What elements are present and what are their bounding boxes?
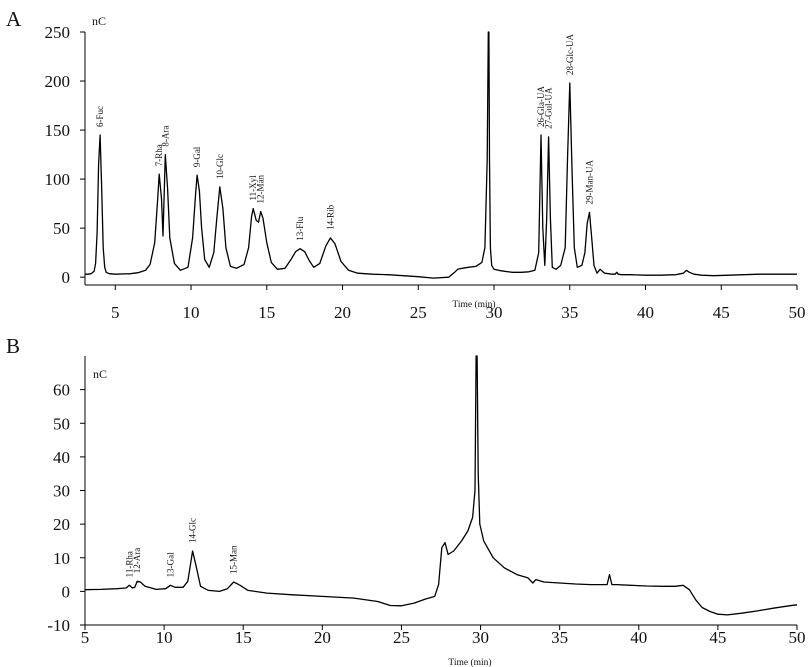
panel-a-x-tick-label: 35 <box>561 303 578 322</box>
panel-b-y-tick-label: 20 <box>53 515 70 534</box>
panel-b-peak-label: 12-Ara <box>132 548 142 574</box>
panel-b-x-tick-label: 30 <box>472 628 489 647</box>
panel-a-chromatogram-trace <box>85 31 797 279</box>
panel-a-x-tick-label: 15 <box>258 303 275 322</box>
panel-b-y-tick-label: 0 <box>62 582 71 601</box>
panel-a-peak-label: 28-Glc-UA <box>565 34 575 75</box>
panel-a-peak-label: 29-Man-UA <box>584 159 594 204</box>
panel-b-label: B <box>6 334 20 358</box>
panel-b: B nC Time (min) -10 0 10 20 30 40 50 60 5 10 15 20 2… <box>6 334 806 667</box>
panel-b-x-tick-label: 35 <box>551 628 568 647</box>
panel-b-y-tick-label: 60 <box>53 381 70 400</box>
panel-b-x-tick-label: 15 <box>235 628 252 647</box>
panel-a-peak-label: 11-Xyl <box>248 175 258 201</box>
panel-b-x-tick-label: 40 <box>630 628 647 647</box>
panel-a-x-tick-label: 10 <box>183 303 200 322</box>
panel-a-y-unit: nC <box>92 14 106 28</box>
panel-b-x-tick-label: 25 <box>393 628 410 647</box>
panel-b-x-tick-label: 5 <box>81 628 90 647</box>
panel-a-peak-label: 7-Rha <box>154 144 164 166</box>
panel-a-x-tick-label: 40 <box>637 303 654 322</box>
panel-a-x-tick-label: 5 <box>111 303 120 322</box>
panel-a-peak-label: 27-Gul-UA <box>544 87 554 129</box>
panel-b-x-tick-label: 20 <box>314 628 331 647</box>
panel-b-y-tick-label: 50 <box>53 414 70 433</box>
panel-b-peak-label: 13-Gal <box>165 552 175 577</box>
panel-a-x-tick-label: 30 <box>486 303 503 322</box>
panel-b-peak-label: 15-Man <box>229 545 239 574</box>
panel-b-x-tick-label: 10 <box>156 628 173 647</box>
panel-a-peak-label: 10-Glc <box>215 154 225 179</box>
panel-a-y-tick-label: 150 <box>45 121 71 140</box>
panel-b-x-axis-label: Time (min) <box>448 657 491 667</box>
panel-b-peak-label: 14-Glc <box>188 518 198 543</box>
panel-a-peak-label: 13-Flu <box>295 216 305 241</box>
panel-a-y-tick-label: 250 <box>45 23 71 42</box>
panel-b-y-tick-label: 40 <box>53 448 70 467</box>
panel-b-y-unit: nC <box>93 367 107 381</box>
panel-a-x-tick-label: 45 <box>713 303 730 322</box>
panel-a-peak-label: 14-Rib <box>325 204 335 230</box>
panel-a-peak-label: 26-Gla-UA <box>536 85 546 126</box>
panel-b-chromatogram-trace <box>85 355 797 616</box>
panel-b-x-tick-label: 50 <box>789 628 806 647</box>
panel-b-y-tick-label: 10 <box>53 549 70 568</box>
panel-b-peak-label: 11-Rha <box>124 551 134 577</box>
panel-a-peak-label: 12-Man <box>256 174 266 203</box>
panel-a-peak-label: 6-Fuc <box>95 106 105 127</box>
panel-a-x-tick-label: 50 <box>789 303 806 322</box>
panel-a-x-tick-label: 25 <box>410 303 427 322</box>
panel-a-x-axis-label: Time (min) <box>452 299 495 310</box>
panel-a: A nC Time (min) 0 50 100 150 200 250 5 10 15 20 25… <box>6 7 806 322</box>
panel-a-peak-label: 9-Gal <box>192 146 202 167</box>
panel-b-y-tick-label: -10 <box>47 616 70 635</box>
panel-a-x-tick-label: 20 <box>334 303 351 322</box>
panel-a-y-tick-label: 200 <box>45 72 71 91</box>
panel-a-y-tick-label: 100 <box>45 170 71 189</box>
panel-b-y-tick-label: 30 <box>53 482 70 501</box>
panel-a-peak-label: 8-Ara <box>160 126 170 147</box>
panel-b-x-tick-label: 45 <box>709 628 726 647</box>
panel-a-y-tick-label: 50 <box>53 219 70 238</box>
panel-a-label: A <box>6 7 22 31</box>
panel-a-y-tick-label: 0 <box>62 268 71 287</box>
